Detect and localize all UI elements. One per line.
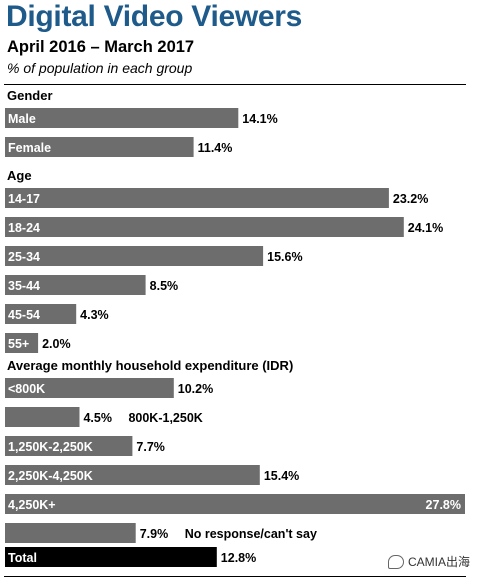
value-label-45-54: 4.3% — [80, 308, 109, 322]
bar-800k — [5, 378, 174, 398]
bar-label-45-54: 45-54 — [8, 308, 40, 322]
bar-label-18-24: 18-24 — [8, 221, 40, 235]
value-label-no-response-can-t-say: 7.9% — [140, 527, 169, 541]
value-label-1-250k-2-250k: 7.7% — [136, 440, 165, 454]
bar-label-1-250k-2-250k: 1,250K-2,250K — [8, 440, 93, 454]
axis-note: % of population in each group — [7, 60, 193, 76]
group-label-age: Age — [7, 168, 32, 183]
bar-label-14-17: 14-17 — [8, 192, 40, 206]
bar-male — [5, 108, 239, 128]
bar-label-no-response-can-t-say: No response/can't say — [185, 527, 317, 541]
bar-800k-1-250k — [5, 407, 80, 427]
top-rule — [4, 84, 466, 85]
bar-label-4-250k: 4,250K+ — [8, 498, 56, 512]
bar-label-2-250k-4-250k: 2,250K-4,250K — [8, 469, 93, 483]
value-label-male: 14.1% — [242, 112, 277, 126]
bar-label-total: Total — [8, 551, 37, 565]
value-label-800k-1-250k: 4.5% — [83, 411, 112, 425]
value-label-14-17: 23.2% — [393, 192, 428, 206]
bottom-rule — [4, 576, 466, 577]
group-label-gender: Gender — [7, 88, 53, 103]
value-label-35-44: 8.5% — [150, 279, 179, 293]
bar-label-male: Male — [8, 112, 36, 126]
value-label-2-250k-4-250k: 15.4% — [264, 469, 299, 483]
bar-25-34 — [5, 246, 264, 266]
bar-1-250k-2-250k — [5, 436, 133, 456]
watermark-text: CAMIA出海 — [408, 555, 471, 569]
bar-label-35-44: 35-44 — [8, 279, 40, 293]
chart-title: Digital Video Viewers — [6, 0, 303, 33]
value-label-4-250k: 27.8% — [426, 498, 461, 512]
bar-14-17 — [5, 188, 389, 208]
bar-55 — [5, 333, 39, 353]
bar-35-44 — [5, 275, 146, 295]
bar-label-55: 55+ — [8, 337, 29, 351]
bar-label-female: Female — [8, 141, 51, 155]
watermark: CAMIA出海 — [388, 553, 470, 570]
chat-bubble-icon — [388, 554, 404, 569]
value-label-800k: 10.2% — [178, 382, 213, 396]
bar-45-54 — [5, 304, 77, 324]
chart-subtitle: April 2016 – March 2017 — [7, 38, 195, 56]
value-label-18-24: 24.1% — [408, 221, 443, 235]
value-label-55: 2.0% — [42, 337, 70, 351]
bar-total — [5, 547, 217, 567]
value-label-female: 11.4% — [198, 141, 233, 155]
group-label-average-monthly-household-expenditure-idr: Average monthly household expenditure (I… — [7, 358, 293, 373]
bar-label-25-34: 25-34 — [8, 250, 40, 264]
bar-no-response-can-t-say — [5, 523, 136, 543]
bar-18-24 — [5, 217, 404, 237]
value-label-25-34: 15.6% — [267, 250, 302, 264]
bar-label-800k-1-250k: 800K-1,250K — [128, 411, 202, 425]
bar-2-250k-4-250k — [5, 465, 260, 485]
value-label-total: 12.8% — [221, 551, 256, 565]
bar-female — [5, 137, 194, 157]
bar-4-250k — [5, 494, 465, 514]
bar-label-800k: <800K — [8, 382, 45, 396]
